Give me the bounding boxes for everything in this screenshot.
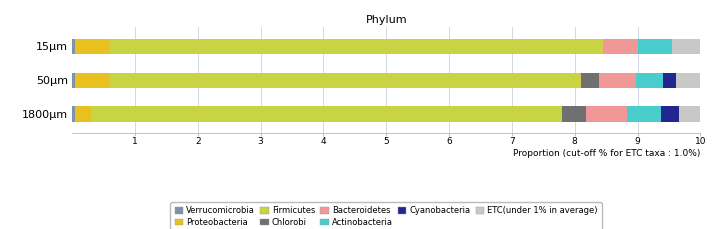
Bar bbox=[627, 106, 661, 122]
Title: Phylum: Phylum bbox=[365, 15, 407, 25]
Bar bbox=[72, 73, 75, 88]
Bar bbox=[677, 73, 700, 88]
Bar bbox=[75, 38, 110, 54]
Bar bbox=[603, 38, 638, 54]
Bar bbox=[75, 73, 110, 88]
Bar bbox=[672, 38, 700, 54]
Bar bbox=[72, 106, 75, 122]
Bar bbox=[562, 106, 586, 122]
Bar bbox=[599, 73, 636, 88]
Bar bbox=[661, 106, 679, 122]
Bar bbox=[636, 73, 663, 88]
Bar bbox=[586, 106, 627, 122]
X-axis label: Proportion (cut-off % for ETC taxa : 1.0%): Proportion (cut-off % for ETC taxa : 1.0… bbox=[513, 149, 700, 158]
Bar bbox=[72, 38, 75, 54]
Bar bbox=[663, 73, 677, 88]
Bar bbox=[679, 106, 700, 122]
Bar bbox=[110, 38, 603, 54]
Bar bbox=[110, 73, 581, 88]
Legend: Verrucomicrobia, Proteobacteria, Firmicutes, Chlorobi, Bacteroidetes, Actinobact: Verrucomicrobia, Proteobacteria, Firmicu… bbox=[170, 202, 602, 229]
Bar bbox=[75, 106, 91, 122]
Bar bbox=[91, 106, 562, 122]
Bar bbox=[638, 38, 672, 54]
Bar bbox=[581, 73, 599, 88]
